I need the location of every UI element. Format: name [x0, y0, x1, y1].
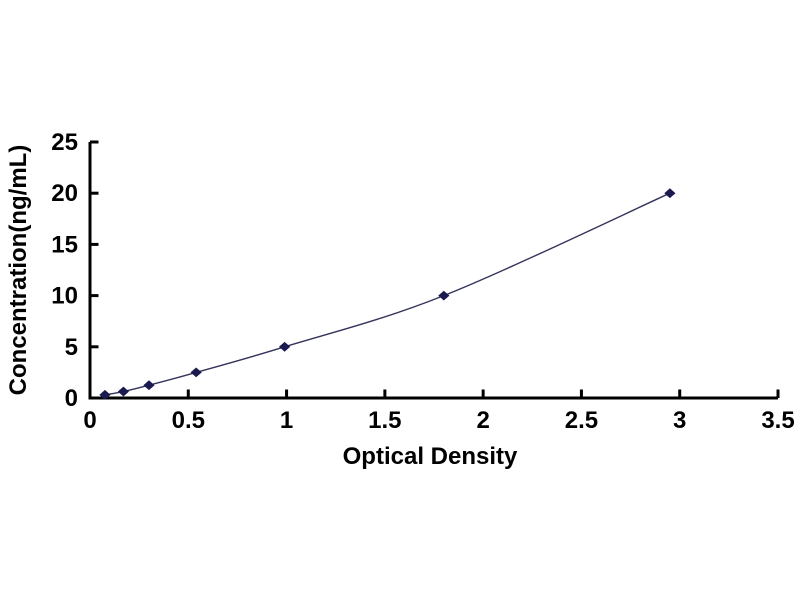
x-tick-label: 1.5: [368, 407, 401, 434]
x-axis-ticks: [186, 389, 780, 398]
x-axis-tick-labels: 0 0.5 1 1.5 2 2.5 3 3.5: [83, 407, 794, 434]
data-point-marker: [117, 386, 130, 397]
data-point-marker: [438, 290, 450, 301]
x-tick-label: 0: [83, 407, 96, 434]
x-tick-label: 1: [280, 407, 293, 434]
y-tick-label: 0: [65, 385, 78, 412]
axes-lines: [88, 142, 778, 400]
x-tick-label: 0.5: [172, 407, 205, 434]
data-point-marker: [143, 380, 155, 391]
x-tick-label: 3.5: [761, 407, 794, 434]
data-point-marker: [99, 389, 111, 400]
y-axis-tick-labels: 0 5 10 15 20 25: [51, 129, 78, 412]
data-point-marker: [279, 341, 291, 352]
y-axis-title: Concentration(ng/mL): [5, 144, 32, 396]
data-point-marker: [664, 188, 676, 199]
x-tick-label: 2: [476, 407, 489, 434]
series-curve: [104, 192, 671, 396]
y-tick-label: 10: [51, 283, 78, 310]
y-axis-ticks: [90, 140, 99, 349]
data-point-marker: [190, 367, 202, 378]
x-tick-label: 2.5: [565, 407, 598, 434]
series-markers: [99, 188, 676, 400]
x-tick-label: 3: [673, 407, 686, 434]
y-tick-label: 20: [51, 180, 78, 207]
x-axis-title: Optical Density: [342, 443, 518, 470]
y-tick-label: 25: [51, 129, 78, 156]
y-tick-label: 5: [65, 334, 78, 361]
y-tick-label: 15: [51, 231, 78, 258]
